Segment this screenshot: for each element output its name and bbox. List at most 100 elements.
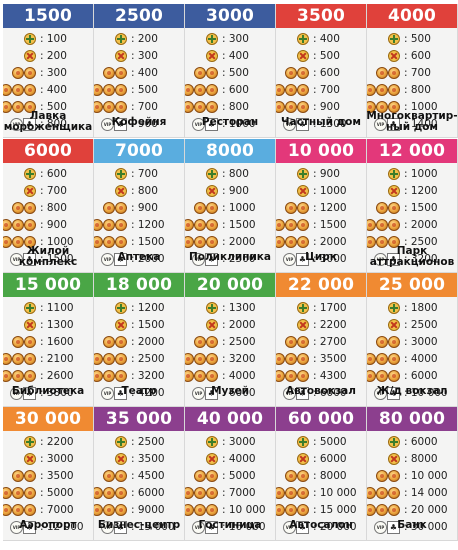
rent-value: : 600	[404, 50, 431, 62]
rent-value: : 8000	[404, 453, 438, 465]
rent-value: : 800	[404, 84, 431, 96]
rent-level-icons	[3, 84, 36, 97]
rent-level-icons: VIP ♣	[101, 521, 127, 534]
rent-row: : 1600	[3, 334, 93, 351]
rent-level-icons	[185, 84, 218, 97]
rent-row: : 1700	[276, 300, 366, 317]
rent-value: : 1400	[404, 118, 438, 130]
couple-icon: ♣	[387, 387, 400, 400]
coin-icon	[3, 219, 12, 231]
coin-icon	[206, 504, 218, 516]
coin-icon	[206, 370, 218, 382]
couple-icon: ♣	[114, 253, 127, 266]
property-card: 12 000: 1000: 1200: 1500: 2000: 2500 VIP ♣…	[367, 139, 458, 273]
card-name: Автосалон	[289, 518, 353, 531]
coin-icon	[285, 219, 297, 231]
card-name: Музей	[211, 384, 249, 397]
coin-icon	[3, 504, 12, 516]
rent-row: : 2000	[185, 317, 275, 334]
rent-level-icons	[115, 302, 127, 315]
coin-icon	[115, 202, 127, 214]
couple-icon: ♣	[23, 253, 36, 266]
couple-icon: ♣	[387, 521, 400, 534]
coin-icon	[376, 336, 388, 348]
rent-value: : 4000	[222, 370, 256, 382]
rent-row: : 2100	[3, 351, 93, 368]
rent-level-icons	[376, 67, 400, 80]
rent-level-icons	[12, 336, 36, 349]
coin-icon	[185, 101, 194, 113]
plus-coin-icon	[115, 168, 127, 180]
coin-icon	[376, 353, 388, 365]
rent-value: : 20 000	[313, 521, 357, 533]
coin-icon	[3, 370, 12, 382]
coin-icon	[376, 101, 388, 113]
rent-value: : 300	[222, 33, 249, 45]
card-name: Ж/д вокзал	[376, 384, 448, 397]
coin-icon	[285, 504, 297, 516]
coin-icon	[367, 487, 376, 499]
rent-row: : 20 000	[367, 502, 457, 519]
card-price: 22 000	[276, 273, 366, 297]
rent-value: : 1200	[131, 219, 165, 231]
coin-icon	[297, 67, 309, 79]
rent-value: : 2200	[40, 436, 74, 448]
rent-table: : 1700: 2200: 2700: 3500: 4300 VIP ♣: 6000	[276, 300, 366, 402]
card-price: 80 000	[367, 407, 457, 431]
rent-row: : 200	[94, 31, 184, 48]
rent-value: : 3200	[131, 370, 165, 382]
rent-value: : 1000	[404, 168, 438, 180]
couple-icon: ♣	[296, 387, 309, 400]
cross-coin-icon	[24, 319, 36, 331]
rent-level-icons	[276, 487, 309, 500]
couple-icon: ♣	[205, 118, 218, 131]
cross-coin-icon	[297, 453, 309, 465]
rent-level-icons	[12, 202, 36, 215]
card-price: 12 000	[367, 139, 457, 163]
coin-icon	[3, 84, 12, 96]
rent-level-icons	[115, 33, 127, 46]
coin-icon	[94, 353, 103, 365]
rent-level-icons	[297, 453, 309, 466]
coin-icon	[12, 84, 24, 96]
coin-icon	[185, 370, 194, 382]
rent-level-icons	[24, 453, 36, 466]
rent-row: : 500	[367, 31, 457, 48]
rent-row: : 700	[94, 166, 184, 183]
vip-icon: VIP	[192, 118, 205, 131]
rent-value: : 3500	[131, 453, 165, 465]
rent-value: : 1500	[131, 319, 165, 331]
rent-row: : 2000	[276, 234, 366, 251]
rent-row: : 900	[94, 200, 184, 217]
rent-row: : 900	[3, 217, 93, 234]
coin-icon	[185, 487, 194, 499]
rent-level-icons	[276, 84, 309, 97]
rent-row: : 3000	[3, 451, 93, 468]
vip-icon: VIP	[374, 521, 387, 534]
cross-coin-icon	[388, 185, 400, 197]
rent-value: : 2000	[131, 336, 165, 348]
rent-value: : 1600	[40, 336, 74, 348]
rent-value: : 3000	[222, 436, 256, 448]
coin-icon	[94, 219, 103, 231]
card-name: Многоквартир-ный дом	[367, 110, 458, 133]
rent-value: : 7000	[40, 504, 74, 516]
rent-level-icons	[103, 202, 127, 215]
rent-row: : 1100	[3, 300, 93, 317]
cross-coin-icon	[388, 319, 400, 331]
card-name: Банк	[397, 518, 427, 531]
rent-level-icons: VIP ♣	[192, 253, 218, 266]
coin-icon	[285, 487, 297, 499]
rent-table: : 6000: 8000: 10 000: 14 000: 20 000 VIP ♣…	[367, 434, 457, 536]
rent-row: VIP ♣: 1300	[276, 116, 366, 133]
rent-value: : 12 000	[40, 521, 84, 533]
coin-icon	[24, 470, 36, 482]
rent-value: : 1000	[40, 236, 74, 248]
rent-row: VIP ♣: 800	[3, 116, 93, 133]
card-price: 3500	[276, 4, 366, 28]
card-name: Аптека	[117, 250, 161, 263]
rent-row: : 2700	[276, 334, 366, 351]
rent-value: : 800	[40, 118, 67, 130]
plus-coin-icon	[24, 168, 36, 180]
rent-table: : 800: 900: 1000: 1500: 2000 VIP ♣: 2500	[185, 166, 275, 268]
